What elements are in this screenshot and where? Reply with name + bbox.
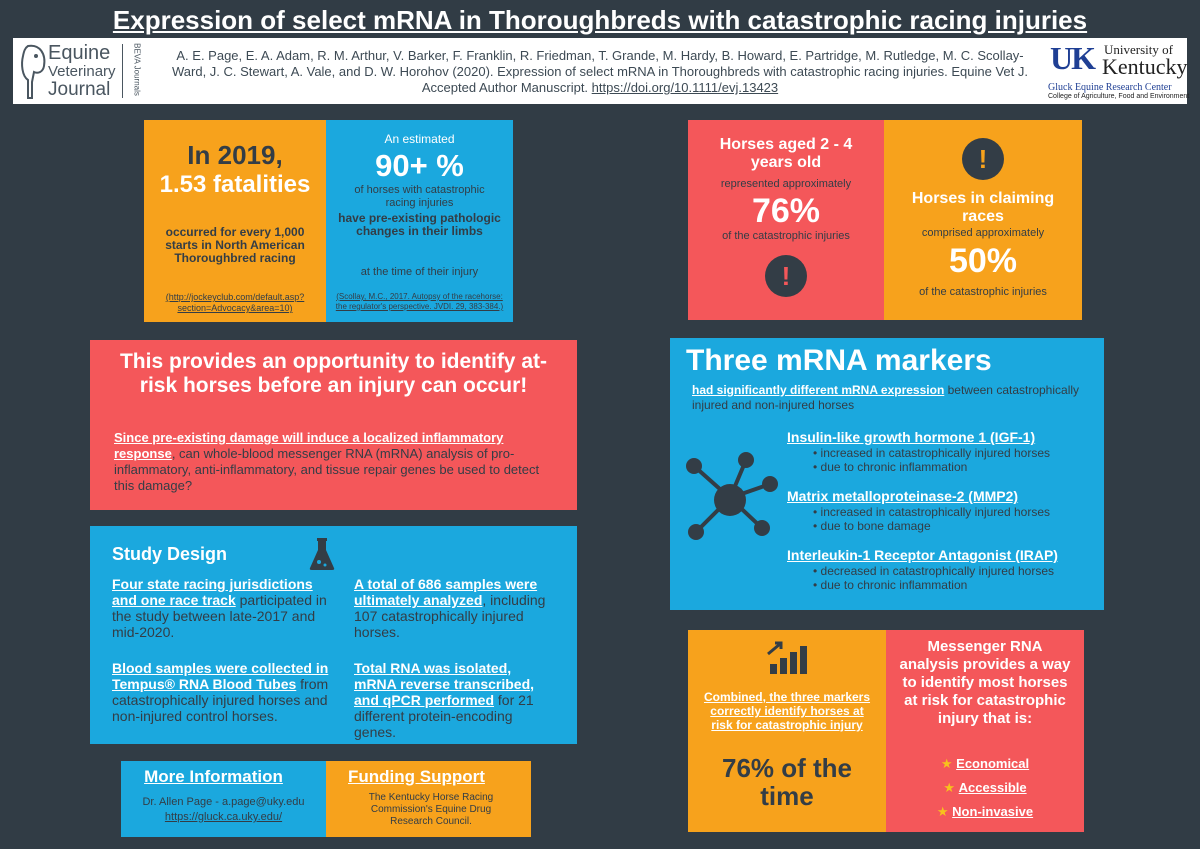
combined-panel: Combined, the three markers correctly id… xyxy=(688,630,886,832)
opportunity-heading: This provides an opportunity to identify… xyxy=(119,350,547,397)
markers-panel: Three mRNA markers had significantly dif… xyxy=(670,338,1104,610)
stat-2019-panel: In 2019, 1.53 fatalities occurred for ev… xyxy=(144,120,326,322)
stat-age-panel: Horses aged 2 - 4 years old represented … xyxy=(688,120,884,320)
analysis-list: ★ Economical ★ Accessible ★ Non-invasive xyxy=(886,752,1084,824)
uk-logo: UK University of Kentucky Gluck Equine R… xyxy=(1046,40,1190,102)
journal-logo-line1: Equine xyxy=(48,42,111,64)
marker-bullet: • increased in catastrophically injured … xyxy=(813,446,1050,460)
markers-subtitle: had significantly different mRNA express… xyxy=(692,383,1092,413)
stat-claiming-text2: of the catastrophic injuries xyxy=(919,286,1047,298)
study-p1-text: participated in the study between late-2… xyxy=(112,592,327,640)
stat-90-text1: of horses with catastrophic racing injur… xyxy=(354,184,485,209)
flask-icon xyxy=(309,538,335,570)
star-icon: ★ xyxy=(940,756,953,771)
markers-heading: Three mRNA markers xyxy=(686,344,992,377)
stat-claiming-heading: Horses in claiming races xyxy=(911,190,1055,225)
study-design-panel: Study Design Four state racing jurisdict… xyxy=(90,526,577,744)
funding-heading: Funding Support xyxy=(348,767,485,786)
combined-text: Combined, the three markers correctly id… xyxy=(703,690,871,732)
stat-claiming-panel: ! Horses in claiming races comprised app… xyxy=(884,120,1082,320)
study-p1-link[interactable]: Four state racing jurisdictions and one … xyxy=(112,576,313,608)
opportunity-link[interactable]: Since pre-existing damage will induce a … xyxy=(114,430,504,461)
analysis-panel: Messenger RNA analysis provides a way to… xyxy=(886,630,1084,832)
uk-mark: UK xyxy=(1050,40,1096,76)
analysis-item: ★ Accessible xyxy=(943,780,1027,795)
stat-age-text2: of the catastrophic injuries xyxy=(722,230,850,242)
stat-2019-heading: In 2019, xyxy=(187,140,283,170)
marker-bullet: • due to bone damage xyxy=(813,519,931,533)
study-p3-link[interactable]: A total of 686 samples were ultimately a… xyxy=(354,576,538,608)
stat-2019-figure: 1.53 fatalities xyxy=(159,171,311,198)
stat-2019-source-link[interactable]: (http://jockeyclub.com/default.asp?secti… xyxy=(165,292,305,313)
stat-claiming-text1: comprised approximately xyxy=(921,227,1045,239)
bar-chart-icon xyxy=(767,641,807,674)
marker-name: Insulin-like growth hormone 1 (IGF-1) xyxy=(787,429,1036,445)
stat-2019-text: occurred for every 1,000 starts in North… xyxy=(165,225,305,265)
marker-item-igf1: Insulin-like growth hormone 1 (IGF-1) • … xyxy=(787,428,1097,474)
uk-college: College of Agriculture, Food and Environ… xyxy=(1048,93,1190,100)
stat-claiming-figure: 50% xyxy=(948,242,1018,280)
alert-icon: ! xyxy=(962,138,1004,180)
study-p4-link[interactable]: Total RNA was isolated, mRNA reverse tra… xyxy=(354,660,535,708)
markers-sub-link[interactable]: had significantly different mRNA express… xyxy=(692,383,945,397)
marker-name: Interleukin-1 Receptor Antagonist (IRAP) xyxy=(787,547,1058,563)
stat-age-figure: 76% xyxy=(751,192,821,230)
more-info-panel: More Information Dr. Allen Page - a.page… xyxy=(121,761,326,837)
markers-sub-text: between catastrophically injured and non… xyxy=(692,383,1080,412)
study-p3: A total of 686 samples were ultimately a… xyxy=(354,576,554,640)
alert-icon: ! xyxy=(765,255,807,297)
marker-name: Matrix metalloproteinase-2 (MMP2) xyxy=(787,488,1019,504)
stat-90-intro: An estimated xyxy=(384,132,455,146)
more-info-link[interactable]: https://gluck.ca.uky.edu/ xyxy=(164,811,283,823)
stat-age-heading: Horses aged 2 - 4 years old xyxy=(719,136,853,171)
more-info-contact: Dr. Allen Page - a.page@uky.edu xyxy=(142,796,305,808)
marker-bullet: • due to chronic inflammation xyxy=(813,460,968,474)
analysis-item: ★ Non-invasive xyxy=(936,804,1034,819)
study-p2-text: from catastrophically injured horses and… xyxy=(112,676,329,724)
study-p3-text: , including 107 catastrophically injured… xyxy=(354,592,546,640)
analysis-item: ★ Economical xyxy=(940,756,1030,771)
stat-90-text2: have pre-existing pathologic changes in … xyxy=(338,211,501,238)
horse-head-icon xyxy=(21,44,46,99)
marker-item-mmp2: Matrix metalloproteinase-2 (MMP2) • incr… xyxy=(787,487,1097,533)
marker-bullet: • decreased in catastrophically injured … xyxy=(813,564,1055,578)
journal-logo-line3: Journal xyxy=(48,79,111,100)
citation-text: A. E. Page, E. A. Adam, R. M. Arthur, V.… xyxy=(172,48,1028,95)
journal-logo-side: BEVA Journals xyxy=(132,43,142,96)
marker-bullet: • due to chronic inflammation xyxy=(813,578,968,592)
opportunity-panel: This provides an opportunity to identify… xyxy=(90,340,577,510)
analysis-text: Messenger RNA analysis provides a way to… xyxy=(899,638,1071,727)
stat-age-text1: represented approximately xyxy=(720,178,852,190)
stat-90-panel: An estimated 90+ % of horses with catast… xyxy=(326,120,513,322)
uk-line2: Kentucky xyxy=(1102,54,1188,79)
study-p4: Total RNA was isolated, mRNA reverse tra… xyxy=(354,660,554,740)
citation-doi-link[interactable]: https://doi.org/10.1111/evj.13423 xyxy=(591,80,779,95)
study-p1: Four state racing jurisdictions and one … xyxy=(112,576,332,640)
study-p2-link[interactable]: Blood samples were collected in Tempus® … xyxy=(112,660,329,692)
stat-90-source-link[interactable]: (Scollay, M.C., 2017. Autopsy of the rac… xyxy=(335,292,504,311)
study-heading: Study Design xyxy=(112,544,228,564)
star-icon: ★ xyxy=(936,804,949,819)
star-icon: ★ xyxy=(943,780,956,795)
opportunity-text: , can whole-blood messenger RNA (mRNA) a… xyxy=(114,446,540,493)
funding-text: The Kentucky Horse Racing Commission's E… xyxy=(368,792,494,827)
journal-logo-line2: Veterinary xyxy=(48,63,116,80)
marker-bullet: • increased in catastrophically injured … xyxy=(813,505,1050,519)
header-strip xyxy=(13,38,1187,104)
uk-line1: University of xyxy=(1104,42,1173,57)
network-icon xyxy=(686,452,778,540)
more-info-heading: More Information xyxy=(144,767,283,786)
opportunity-body: Since pre-existing damage will induce a … xyxy=(114,430,554,494)
stat-90-figure: 90+ % xyxy=(375,148,464,183)
stat-90-text3: at the time of their injury xyxy=(360,266,479,278)
journal-logo: Equine Veterinary Journal BEVA Journals xyxy=(18,41,142,101)
uk-center: Gluck Equine Research Center xyxy=(1048,82,1172,93)
study-p4-text: for 21 different protein-encoding genes. xyxy=(354,692,534,740)
citation: A. E. Page, E. A. Adam, R. M. Arthur, V.… xyxy=(160,48,1040,96)
page-title: Expression of select mRNA in Thoroughbre… xyxy=(112,5,1088,35)
study-p2: Blood samples were collected in Tempus® … xyxy=(112,660,332,724)
combined-figure: 76% of the time xyxy=(721,753,853,811)
funding-panel: Funding Support The Kentucky Horse Racin… xyxy=(326,761,531,837)
marker-item-irap: Interleukin-1 Receptor Antagonist (IRAP)… xyxy=(787,546,1097,592)
